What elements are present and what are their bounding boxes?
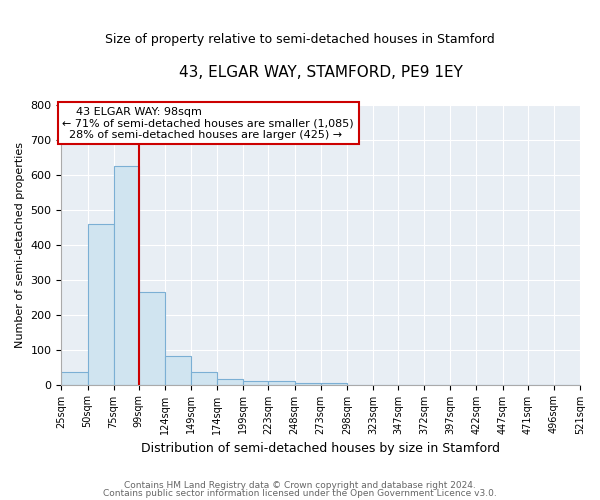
Bar xyxy=(295,383,321,384)
Text: 43 ELGAR WAY: 98sqm
← 71% of semi-detached houses are smaller (1,085)
  28% of s: 43 ELGAR WAY: 98sqm ← 71% of semi-detach… xyxy=(62,106,354,140)
Text: Size of property relative to semi-detached houses in Stamford: Size of property relative to semi-detach… xyxy=(105,32,495,46)
X-axis label: Distribution of semi-detached houses by size in Stamford: Distribution of semi-detached houses by … xyxy=(141,442,500,455)
Bar xyxy=(321,383,347,384)
Bar xyxy=(217,380,244,384)
Bar xyxy=(88,224,113,384)
Bar xyxy=(244,381,268,384)
Title: 43, ELGAR WAY, STAMFORD, PE9 1EY: 43, ELGAR WAY, STAMFORD, PE9 1EY xyxy=(179,65,463,80)
Text: Contains public sector information licensed under the Open Government Licence v3: Contains public sector information licen… xyxy=(103,488,497,498)
Bar xyxy=(165,356,191,384)
Bar xyxy=(113,166,139,384)
Bar xyxy=(268,381,295,384)
Bar xyxy=(61,372,88,384)
Bar xyxy=(139,292,165,384)
Text: Contains HM Land Registry data © Crown copyright and database right 2024.: Contains HM Land Registry data © Crown c… xyxy=(124,481,476,490)
Bar xyxy=(191,372,217,384)
Y-axis label: Number of semi-detached properties: Number of semi-detached properties xyxy=(15,142,25,348)
